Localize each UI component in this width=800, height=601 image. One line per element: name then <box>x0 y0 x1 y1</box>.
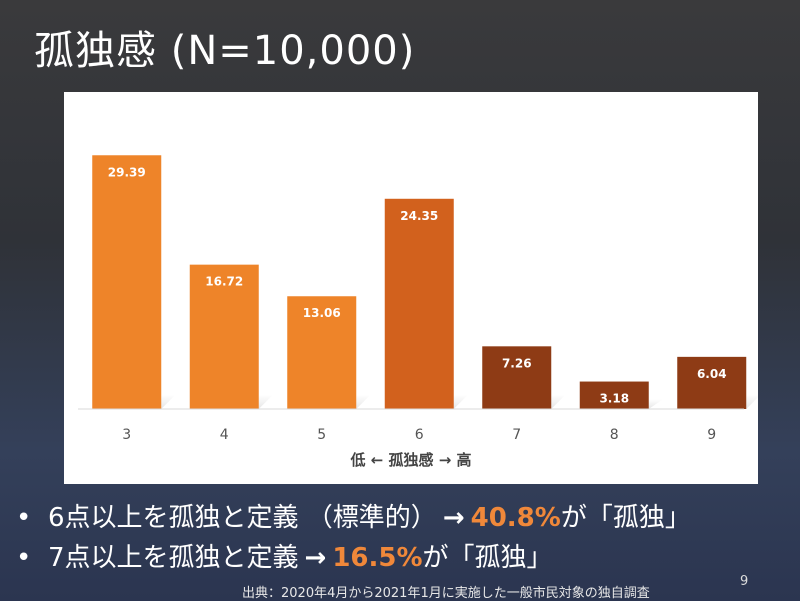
arrow-right-icon: → <box>442 503 465 533</box>
page-number: 9 <box>740 574 749 589</box>
conclusion-item-1: • 6点以上を孤独と定義 （標準的） → 40.8%が「孤独」 <box>14 498 800 538</box>
highlight-percentage: 40.8% <box>470 503 561 533</box>
x-tick-label: 5 <box>317 427 326 443</box>
bar-value-label: 24.35 <box>400 209 438 223</box>
highlight-percentage: 16.5% <box>332 543 423 573</box>
ticks-layer: 3 4 5 6 7 8 9 <box>122 427 716 443</box>
bar-8 <box>579 381 649 409</box>
bar-value-label: 7.26 <box>502 356 532 370</box>
bar-value-label: 29.39 <box>108 165 146 179</box>
bar-9 <box>677 356 747 409</box>
bullet-marker: • <box>16 543 32 573</box>
x-tick-label: 7 <box>512 427 521 443</box>
bar-7 <box>482 346 552 409</box>
bar-value-label: 3.18 <box>599 392 629 406</box>
bars-layer: 29.39 16.72 13.06 24.35 7.26 3.18 6.04 <box>92 155 758 409</box>
slide-title: 孤独感 (N=10,000) <box>34 28 416 74</box>
bar-4 <box>189 264 259 409</box>
x-tick-label: 9 <box>707 427 716 443</box>
source-footnote: 出典：2020年4月から2021年1月に実施した一般市民対象の独自調査 <box>242 586 650 601</box>
conclusion-suffix: が「孤独」 <box>560 503 691 533</box>
conclusion-suffix: が「孤独」 <box>422 543 553 573</box>
bar-value-label: 16.72 <box>205 275 243 289</box>
bar-chart: 29.39 16.72 13.06 24.35 7.26 3.18 6.04 3 4 5 6 7 8 9… <box>64 92 758 484</box>
x-axis-title: 低 ← 孤独感 → 高 <box>349 451 471 469</box>
x-tick-label: 4 <box>220 427 229 443</box>
bar-5 <box>287 296 357 409</box>
bar-3 <box>92 155 162 409</box>
conclusion-text: 6点以上を孤独と定義 （標準的） <box>48 503 437 533</box>
x-tick-label: 3 <box>122 427 131 443</box>
bar-value-label: 13.06 <box>303 306 341 320</box>
conclusion-list: • 6点以上を孤独と定義 （標準的） → 40.8%が「孤独」 • 7点以上を孤独と定義… <box>14 498 800 578</box>
conclusion-item-2: • 7点以上を孤独と定義 → 16.5%が「孤独」 <box>14 538 800 578</box>
arrow-right-icon: → <box>304 543 327 573</box>
bullet-marker: • <box>16 503 32 533</box>
x-tick-label: 8 <box>610 427 619 443</box>
x-tick-label: 6 <box>415 427 424 443</box>
bar-6 <box>384 198 454 409</box>
bar-chart-svg: 29.39 16.72 13.06 24.35 7.26 3.18 6.04 3 4 5 6 7 8 9… <box>78 155 758 469</box>
bar-value-label: 6.04 <box>697 367 727 381</box>
conclusion-text: 7点以上を孤独と定義 <box>48 543 299 573</box>
